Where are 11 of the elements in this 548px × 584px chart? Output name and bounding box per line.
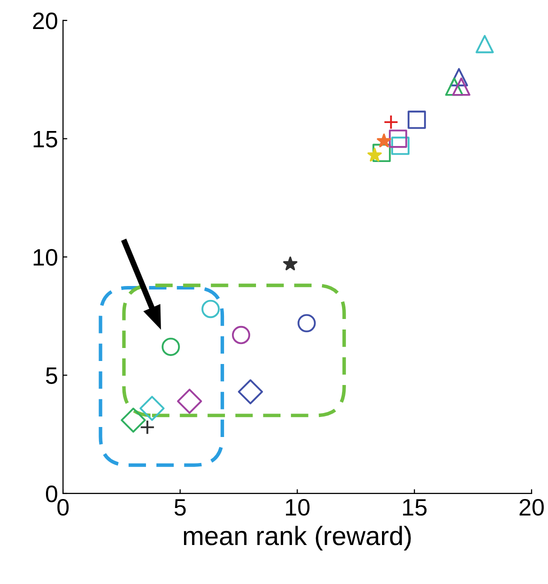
y-tick-label: 0 xyxy=(46,486,58,502)
y-tick-label: 15 xyxy=(34,131,58,148)
x-tick-label: 15 xyxy=(403,499,427,516)
x-axis-title: mean rank (reward) xyxy=(184,526,411,550)
y-tick-label: 10 xyxy=(34,249,58,266)
x-tick-label: 5 xyxy=(174,499,186,516)
y-tick-label: 20 xyxy=(33,12,58,30)
x-tick-label: 20 xyxy=(520,498,544,516)
y-tick-label: 5 xyxy=(46,368,58,384)
x-tick-label: 0 xyxy=(57,498,69,516)
x-tick-label: 10 xyxy=(286,498,310,516)
